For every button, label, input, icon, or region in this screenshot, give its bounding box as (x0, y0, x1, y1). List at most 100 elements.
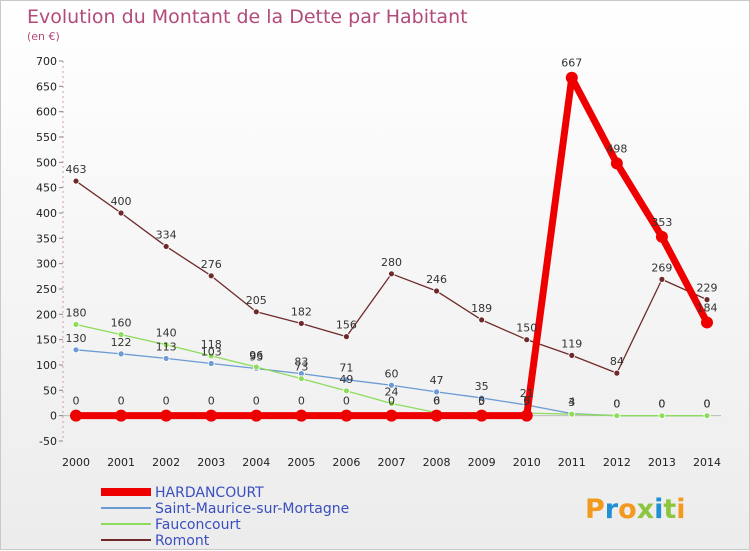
x-tick-label: 2012 (603, 456, 631, 469)
data-label: 0 (118, 395, 125, 408)
x-tick-label: 2005 (287, 456, 315, 469)
legend-entry: Romont (155, 533, 210, 549)
data-point (701, 316, 713, 329)
data-point (117, 331, 125, 339)
data-label: 280 (381, 256, 402, 269)
data-point (72, 321, 80, 328)
y-tick-label: 450 (36, 182, 57, 195)
data-point (207, 360, 215, 367)
y-tick-label: -50 (39, 435, 57, 448)
data-label: 184 (697, 301, 718, 314)
data-point (478, 394, 486, 402)
data-label: 667 (561, 57, 582, 70)
y-tick-label: 700 (36, 55, 57, 68)
data-label: 3 (568, 396, 575, 409)
y-tick-label: 500 (36, 156, 57, 169)
data-label: 180 (66, 306, 87, 319)
data-label: 5 (478, 395, 485, 408)
data-point (205, 409, 218, 422)
logo-letter: x (637, 494, 654, 525)
data-point (568, 351, 576, 359)
data-point (340, 409, 353, 422)
data-label: 205 (246, 294, 267, 307)
data-point (703, 412, 711, 420)
data-label: 400 (111, 195, 132, 208)
data-label: 160 (111, 317, 132, 330)
data-label: 353 (651, 216, 672, 229)
data-point (658, 275, 666, 283)
y-tick-label: 400 (36, 207, 57, 220)
data-label: 83 (294, 356, 308, 369)
data-label: 229 (697, 282, 718, 295)
data-point (343, 333, 350, 341)
x-tick-label: 2009 (468, 456, 496, 469)
data-label: 96 (249, 349, 263, 362)
series-layer (70, 71, 713, 422)
data-label: 0 (343, 395, 350, 408)
data-point (117, 350, 125, 358)
x-tick-label: 2000 (62, 456, 90, 469)
data-point (388, 400, 395, 407)
data-point (568, 410, 576, 418)
data-label: 0 (163, 395, 170, 408)
data-point (343, 387, 350, 395)
proxiti-logo: Proxiti (585, 494, 686, 525)
data-label: 0 (73, 395, 80, 408)
x-tick-label: 2010 (513, 456, 541, 469)
data-point (162, 355, 170, 362)
data-label: 246 (426, 273, 447, 286)
data-label: 463 (66, 163, 87, 176)
data-point (388, 270, 395, 278)
data-label: 5 (523, 395, 530, 408)
data-point (523, 336, 531, 344)
x-tick-label: 2001 (107, 456, 135, 469)
data-label: 276 (201, 258, 222, 271)
data-label: 0 (298, 395, 305, 408)
data-point (655, 230, 668, 243)
data-point (703, 296, 711, 304)
chart-title: Evolution du Montant de la Dette par Hab… (27, 6, 468, 28)
x-tick-label: 2003 (197, 456, 225, 469)
data-label: 0 (613, 398, 620, 411)
data-point (613, 369, 621, 377)
data-label: 49 (339, 373, 353, 386)
data-point (252, 308, 260, 316)
data-label: 269 (651, 261, 672, 274)
legend-entry: Saint-Maurice-sur-Mortagne (155, 501, 349, 517)
logo-letter: t (663, 494, 676, 525)
data-label: 0 (658, 398, 665, 411)
data-point (478, 316, 486, 324)
data-point (520, 409, 533, 422)
y-tick-label: 350 (36, 232, 57, 245)
data-point (160, 409, 173, 422)
x-tick-label: 2004 (242, 456, 270, 469)
y-tick-label: 150 (36, 334, 57, 347)
data-point (115, 409, 128, 422)
data-label: 6 (433, 395, 440, 408)
data-point (343, 376, 350, 384)
data-label: 4 (568, 396, 575, 409)
data-point (72, 177, 80, 185)
axes: -500501001502002503003504004505005506006… (36, 55, 721, 469)
data-label: 140 (156, 327, 177, 340)
data-label: 118 (201, 338, 222, 351)
data-label: 0 (523, 395, 530, 408)
legend-entry: HARDANCOURT (155, 485, 264, 501)
data-point (297, 375, 305, 383)
data-label: 73 (294, 361, 308, 374)
data-point (565, 71, 578, 84)
y-tick-label: 250 (36, 283, 57, 296)
data-point (297, 320, 305, 327)
y-tick-label: 0 (50, 410, 57, 423)
x-tick-label: 2007 (378, 456, 406, 469)
logo-letter: i (654, 494, 663, 525)
data-label: 0 (253, 395, 260, 408)
data-label: 0 (704, 398, 711, 411)
x-tick-label: 2008 (423, 456, 451, 469)
logo-letter: i (676, 494, 685, 525)
data-point (610, 157, 623, 170)
data-point (252, 363, 260, 371)
data-point (430, 409, 443, 422)
